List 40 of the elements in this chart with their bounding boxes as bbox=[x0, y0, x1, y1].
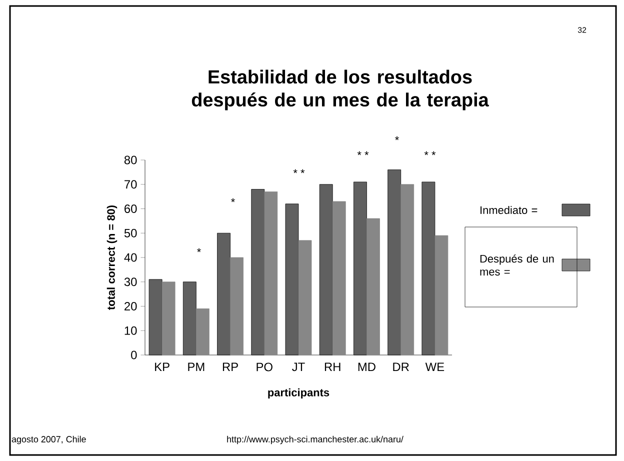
y-tick-label: 80 bbox=[124, 156, 137, 164]
bar bbox=[400, 184, 414, 356]
y-tick-label: 60 bbox=[124, 204, 137, 213]
text: agosto 2007, Chile bbox=[12, 436, 86, 444]
annotation: * bbox=[197, 248, 201, 252]
legend-label: Después de un mes = bbox=[480, 254, 554, 276]
bar bbox=[366, 218, 380, 356]
legend-label: Inmediato = bbox=[480, 206, 538, 214]
x-tick-label: PM bbox=[188, 362, 204, 371]
bar bbox=[332, 201, 346, 356]
y-tick-label: 50 bbox=[124, 228, 137, 238]
x-tick-label: RH bbox=[324, 362, 340, 371]
y-tick-label: 20 bbox=[124, 302, 137, 310]
y-tick-label: 10 bbox=[124, 326, 137, 335]
bar bbox=[264, 191, 278, 356]
y-tick-label: 40 bbox=[124, 253, 137, 262]
y-tick-label: 30 bbox=[124, 278, 137, 286]
x-tick-label: MD bbox=[358, 362, 376, 371]
bar bbox=[434, 235, 448, 356]
bar bbox=[230, 257, 244, 356]
x-tick-label: JT bbox=[292, 362, 305, 372]
x-tick-label: KP bbox=[155, 362, 170, 371]
annotation: * bbox=[231, 198, 235, 202]
x-axis-title: participants bbox=[268, 388, 330, 399]
y-axis-title: total correct (n = 80) bbox=[106, 206, 118, 310]
bar bbox=[298, 240, 312, 356]
y-tick-label: 0 bbox=[131, 350, 137, 360]
text: * bbox=[395, 136, 399, 140]
chart-title: Estabilidad de los resultados después de un mes de la terapia bbox=[192, 70, 489, 110]
text: * * bbox=[424, 151, 436, 156]
x-tick-label: DR bbox=[393, 362, 409, 371]
x-tick-label: RP bbox=[222, 362, 238, 371]
text: * * bbox=[357, 151, 369, 156]
annotation: * * bbox=[293, 169, 305, 174]
bar bbox=[162, 282, 176, 356]
text: http://www.psych-sci.manchester.ac.uk/naru/ bbox=[227, 436, 404, 444]
bar bbox=[196, 308, 210, 356]
x-tick-label: PO bbox=[256, 362, 272, 372]
x-tick-label: WE bbox=[425, 362, 444, 371]
y-tick-label: 70 bbox=[124, 180, 137, 189]
